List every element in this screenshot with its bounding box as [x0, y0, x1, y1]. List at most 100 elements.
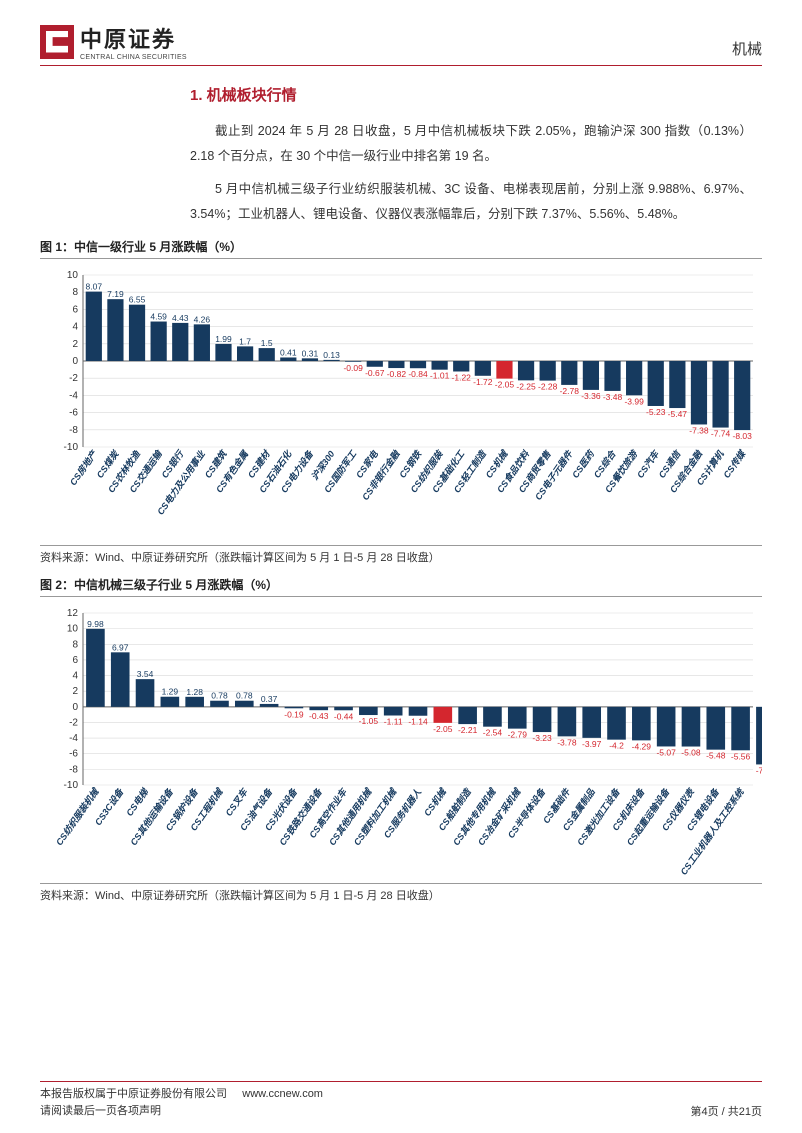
svg-text:1.29: 1.29 [162, 687, 179, 697]
svg-text:0.41: 0.41 [280, 347, 297, 357]
svg-text:-5.47: -5.47 [668, 409, 688, 419]
svg-text:-10: -10 [64, 780, 79, 791]
chart1-source: 资料来源：Wind、中原证券研究所（涨跌幅计算区间为 5 月 1 日-5 月 2… [40, 545, 762, 565]
svg-text:0: 0 [72, 702, 78, 713]
svg-text:12: 12 [67, 608, 79, 619]
logo: 中原证券 CENTRAL CHINA SECURITIES [40, 22, 187, 61]
svg-text:3.54: 3.54 [137, 669, 154, 679]
svg-text:-1.22: -1.22 [452, 372, 472, 382]
svg-text:9.98: 9.98 [87, 619, 104, 629]
svg-text:CS传媒: CS传媒 [721, 447, 748, 479]
svg-text:-2.05: -2.05 [433, 724, 453, 734]
logo-icon [40, 25, 74, 59]
chart2-svg: -10-8-6-4-20246810129.98CS纺织服装机械6.97CS3C… [40, 603, 762, 883]
svg-text:-3.23: -3.23 [532, 733, 552, 743]
svg-text:-3.97: -3.97 [582, 739, 602, 749]
svg-text:-0.67: -0.67 [365, 368, 385, 378]
svg-text:-5.07: -5.07 [656, 747, 676, 757]
svg-text:-8: -8 [69, 425, 78, 436]
svg-text:-1.14: -1.14 [408, 717, 428, 727]
svg-text:0.78: 0.78 [211, 691, 228, 701]
svg-text:-2.54: -2.54 [483, 728, 503, 738]
svg-text:8.07: 8.07 [86, 282, 103, 292]
svg-text:4.26: 4.26 [194, 314, 211, 324]
svg-text:-3.78: -3.78 [557, 737, 577, 747]
svg-text:-6: -6 [69, 408, 78, 419]
svg-text:-8.03: -8.03 [733, 431, 753, 441]
svg-text:-5.08: -5.08 [681, 748, 701, 758]
svg-text:CS叉车: CS叉车 [224, 785, 251, 817]
paragraph-2: 5 月中信机械三级子行业纺织服装机械、3C 设备、电梯表现居前，分别上涨 9.9… [190, 177, 752, 227]
svg-text:0.78: 0.78 [236, 691, 253, 701]
svg-text:6: 6 [72, 304, 78, 315]
svg-text:-0.44: -0.44 [334, 711, 354, 721]
svg-text:-8: -8 [69, 764, 78, 775]
svg-text:0.31: 0.31 [302, 348, 319, 358]
svg-text:-1.11: -1.11 [384, 716, 403, 726]
svg-text:-0.82: -0.82 [387, 369, 407, 379]
svg-text:-10: -10 [64, 442, 79, 453]
chart2-title: 图 2：中信机械三级子行业 5 月涨跌幅（%） [40, 573, 762, 597]
svg-text:-3.99: -3.99 [624, 396, 644, 406]
paragraph-1: 截止到 2024 年 5 月 28 日收盘，5 月中信机械板块下跌 2.05%，… [190, 119, 752, 169]
section-title: 1. 机械板块行情 [190, 84, 762, 105]
svg-text:8: 8 [72, 287, 78, 298]
svg-text:0: 0 [72, 356, 78, 367]
svg-text:-2.28: -2.28 [538, 382, 558, 392]
svg-text:-1.05: -1.05 [359, 716, 379, 726]
svg-text:-2.21: -2.21 [458, 725, 478, 735]
logo-text-en: CENTRAL CHINA SECURITIES [80, 54, 187, 61]
page-header: 中原证券 CENTRAL CHINA SECURITIES 机械 [40, 22, 762, 66]
svg-text:-0.19: -0.19 [284, 709, 304, 719]
svg-text:-5.56: -5.56 [731, 751, 751, 761]
svg-text:6.55: 6.55 [129, 295, 146, 305]
chart1-title: 图 1：中信一级行业 5 月涨跌幅（%） [40, 235, 762, 259]
svg-text:-5.48: -5.48 [706, 751, 726, 761]
svg-text:-1.01: -1.01 [430, 371, 450, 381]
svg-text:-3.48: -3.48 [603, 392, 623, 402]
svg-text:1.5: 1.5 [261, 338, 273, 348]
svg-text:2: 2 [72, 339, 78, 350]
svg-text:-4.2: -4.2 [609, 741, 624, 751]
svg-text:-4.29: -4.29 [632, 741, 652, 751]
svg-text:-2.79: -2.79 [508, 730, 528, 740]
logo-text-cn: 中原证券 [80, 22, 187, 54]
svg-text:8: 8 [72, 639, 78, 650]
svg-text:-6: -6 [69, 749, 78, 760]
svg-text:7.19: 7.19 [107, 289, 124, 299]
svg-text:CS房地产: CS房地产 [68, 448, 99, 487]
footer-url: www.ccnew.com [242, 1088, 323, 1100]
chart1-svg: -10-8-6-4-202468108.07CS房地产7.19CS煤炭6.55C… [40, 265, 762, 545]
footer-copyright: 本报告版权属于中原证券股份有限公司 [40, 1088, 227, 1100]
svg-text:-7.74: -7.74 [711, 429, 731, 439]
svg-text:0.13: 0.13 [323, 350, 340, 360]
footer-disclaimer: 请阅读最后一页各项声明 [40, 1105, 161, 1117]
svg-text:-0.84: -0.84 [408, 369, 428, 379]
svg-text:1.7: 1.7 [239, 336, 251, 346]
svg-text:-7.37: -7.37 [756, 765, 762, 775]
svg-text:-0.43: -0.43 [309, 711, 329, 721]
footer-page: 第4页 / 共21页 [690, 1103, 762, 1119]
svg-text:-4: -4 [69, 390, 78, 401]
svg-text:-0.09: -0.09 [343, 363, 363, 373]
svg-text:-2.25: -2.25 [516, 381, 536, 391]
svg-text:-5.23: -5.23 [646, 407, 666, 417]
svg-text:-4: -4 [69, 733, 78, 744]
svg-text:4.43: 4.43 [172, 313, 189, 323]
svg-text:6.97: 6.97 [112, 642, 129, 652]
chart2-source: 资料来源：Wind、中原证券研究所（涨跌幅计算区间为 5 月 1 日-5 月 2… [40, 883, 762, 903]
svg-text:1.99: 1.99 [215, 334, 232, 344]
svg-text:-2.78: -2.78 [560, 386, 580, 396]
svg-text:4.59: 4.59 [150, 312, 167, 322]
svg-text:-2.05: -2.05 [495, 380, 515, 390]
svg-text:-7.38: -7.38 [689, 425, 709, 435]
svg-text:CS纺织服装机械: CS纺织服装机械 [54, 785, 101, 847]
svg-text:1.28: 1.28 [186, 687, 203, 697]
svg-text:0.37: 0.37 [261, 694, 278, 704]
svg-text:CS电梯: CS电梯 [124, 785, 151, 817]
svg-text:-2: -2 [69, 373, 78, 384]
chart2-area: -10-8-6-4-20246810129.98CS纺织服装机械6.97CS3C… [40, 603, 762, 883]
svg-text:-1.72: -1.72 [473, 377, 493, 387]
svg-text:-2: -2 [69, 717, 78, 728]
svg-text:2: 2 [72, 686, 78, 697]
